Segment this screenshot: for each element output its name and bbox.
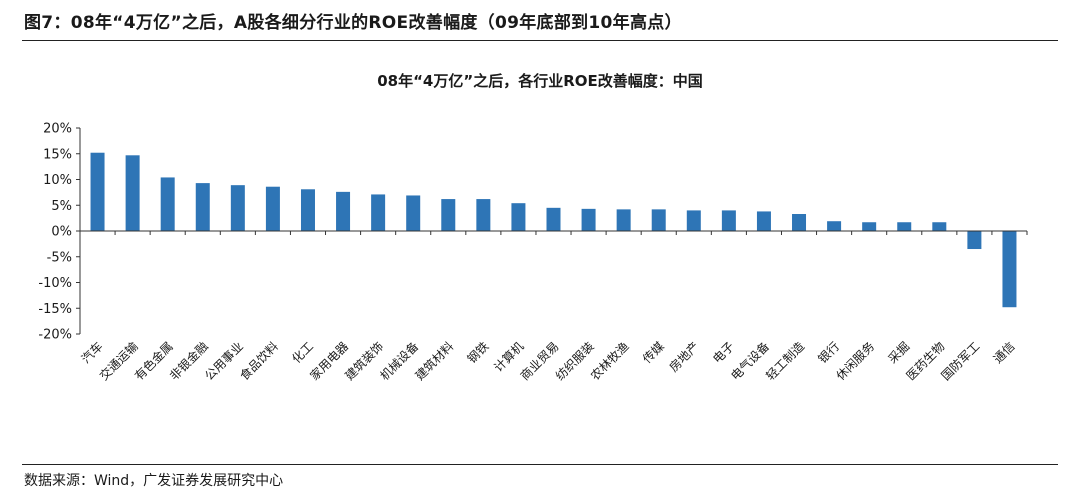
top-rule	[22, 40, 1058, 41]
bar	[336, 191, 351, 231]
y-tick-label: 0%	[51, 225, 72, 240]
bar	[160, 177, 175, 231]
bar	[792, 214, 807, 231]
bar	[265, 186, 280, 231]
y-tick-label: -20%	[38, 328, 72, 343]
x-tick-label: 轻工制造	[763, 339, 807, 383]
x-tick-label: 房地产	[666, 339, 702, 375]
bar	[230, 185, 245, 231]
x-tick-label: 采掘	[885, 339, 913, 367]
bar	[406, 195, 421, 231]
x-tick-label: 建筑材料	[412, 339, 457, 384]
y-tick-label: 10%	[43, 173, 72, 188]
bar	[125, 155, 140, 231]
bar	[897, 222, 912, 231]
bar	[967, 231, 982, 250]
chart-title: 08年“4万亿”之后，各行业ROE改善幅度：中国	[377, 72, 703, 90]
x-tick-label: 国防军工	[938, 339, 983, 384]
x-tick-label: 通信	[991, 339, 1018, 366]
figure-title: 图7：08年“4万亿”之后，A股各细分行业的ROE改善幅度（09年底部到10年高…	[24, 13, 682, 33]
bar	[932, 222, 947, 231]
x-tick-label: 汽车	[78, 339, 106, 367]
y-tick-label: -10%	[38, 276, 72, 291]
bars-group	[90, 152, 1017, 308]
x-tick-label: 电子	[710, 339, 737, 366]
x-tick-label: 钢铁	[465, 339, 492, 366]
bar	[721, 210, 736, 231]
bar	[581, 208, 596, 231]
bar	[1002, 231, 1017, 308]
y-tick-label: -15%	[38, 302, 72, 317]
y-tick-label: 20%	[43, 122, 72, 137]
bar	[90, 152, 105, 231]
bar	[511, 203, 526, 231]
bottom-rule	[22, 464, 1058, 465]
bar	[546, 207, 561, 231]
source-note: 数据来源：Wind，广发证券发展研究中心	[24, 473, 284, 489]
bar	[300, 189, 315, 231]
y-tick-label: 5%	[51, 199, 72, 214]
bar	[476, 199, 491, 231]
y-tick-label: 15%	[43, 147, 72, 162]
x-tick-label: 传媒	[639, 339, 667, 367]
bar	[827, 221, 842, 231]
bar	[616, 209, 631, 231]
bar	[371, 194, 386, 231]
y-tick-label: -5%	[47, 250, 72, 265]
bar	[756, 211, 771, 231]
x-tick-label: 休闲服务	[833, 339, 878, 384]
bar	[862, 222, 877, 231]
x-tick-label: 食品饮料	[236, 339, 281, 384]
x-tick-label: 化工	[289, 339, 316, 366]
y-axis: 20% 15% 10% 5% 0% -5% -10% -15% -20%	[38, 122, 81, 343]
bar	[441, 199, 456, 231]
bar	[195, 183, 210, 231]
bar	[686, 210, 701, 231]
x-tick-label: 银行	[815, 339, 842, 366]
x-tick-label: 农林牧渔	[588, 339, 632, 383]
bar	[651, 209, 666, 231]
